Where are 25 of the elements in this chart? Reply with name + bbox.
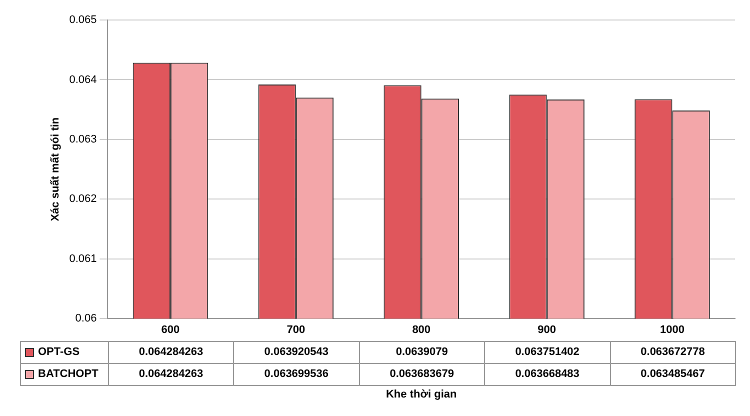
y-tick-label: 0.064	[69, 74, 97, 86]
data-label: 0.063485467	[610, 363, 736, 386]
y-tick-label: 0.065	[69, 14, 97, 26]
data-label: 0.063668483	[484, 363, 610, 386]
legend-label: BATCHOPT	[20, 363, 108, 386]
x-tick-label: 900	[538, 324, 556, 336]
y-tick-label: 0.061	[69, 252, 97, 265]
data-label: 0.063683679	[359, 363, 485, 386]
data-label: 0.0639079	[359, 341, 485, 364]
x-axis-title: Khe thời gian	[386, 388, 458, 400]
y-tick-label: 0.06	[75, 312, 97, 325]
x-tick-label: 700	[286, 324, 306, 336]
legend-label: OPT-GS	[20, 341, 108, 364]
x-tick-label: 600	[161, 324, 180, 336]
data-label: 0.064284263	[108, 341, 234, 364]
x-tick-label: 1000	[660, 324, 685, 336]
data-label: 0.063920543	[234, 341, 360, 364]
y-tick-label: 0.063	[69, 133, 97, 146]
data-label: 0.064284263	[108, 363, 234, 386]
data-label: 0.063672778	[610, 341, 736, 364]
data-label: 0.063699536	[234, 363, 360, 386]
y-tick-label: 0.062	[69, 193, 97, 206]
y-axis-title: Xác suất mất gói tin	[50, 117, 62, 222]
data-label: 0.063751402	[484, 341, 610, 364]
x-tick-label: 800	[412, 324, 431, 336]
